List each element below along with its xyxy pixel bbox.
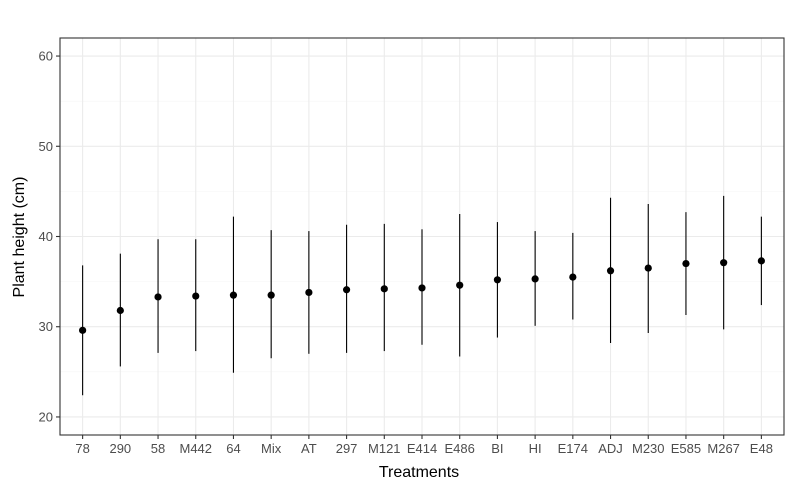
x-tick-label: 78 (75, 441, 89, 456)
data-point (305, 288, 313, 297)
x-tick-label: M267 (707, 441, 740, 456)
x-tick-label: ADJ (598, 441, 623, 456)
y-axis-title: Plant height (cm) (11, 177, 28, 298)
x-tick-label: BI (491, 441, 503, 456)
x-tick-label: E414 (407, 441, 437, 456)
x-tick-label: 58 (151, 441, 165, 456)
x-tick-label: HI (529, 441, 542, 456)
x-tick-label: 290 (109, 441, 131, 456)
data-marks (79, 195, 765, 396)
x-tick-label: E585 (671, 441, 701, 456)
x-tick-label: M230 (632, 441, 665, 456)
x-tick-label: 297 (336, 441, 358, 456)
y-tick-label: 60 (39, 49, 53, 64)
data-point (79, 326, 87, 334)
data-point (569, 273, 577, 281)
x-tick-label: E486 (445, 441, 475, 456)
data-point (644, 264, 652, 272)
x-tick-label: M121 (368, 441, 401, 456)
x-tick-label: M442 (179, 441, 212, 456)
data-point (682, 259, 690, 268)
data-point (456, 281, 464, 289)
data-point (154, 293, 162, 301)
data-point (720, 259, 728, 267)
y-tick-label: 50 (39, 139, 53, 154)
data-point (342, 286, 351, 294)
x-tick-label: E48 (750, 441, 773, 456)
x-axis: 78 290 58 M442 64 Mix AT 297 M121 E414 E486 BI HI E17… (75, 435, 773, 456)
data-point (493, 276, 502, 284)
x-axis-title: Treatments (379, 464, 459, 481)
x-tick-label: E174 (558, 441, 588, 456)
data-point (757, 257, 765, 265)
y-axis: 20 30 40 50 60 (39, 49, 60, 424)
data-point (192, 292, 200, 300)
data-point (267, 291, 275, 299)
y-tick-label: 30 (39, 319, 53, 334)
data-point (116, 306, 124, 315)
data-point (229, 291, 238, 299)
y-tick-label: 20 (39, 409, 53, 424)
data-point (531, 275, 539, 283)
x-tick-label: 64 (226, 441, 240, 456)
data-point (380, 285, 388, 293)
data-point (606, 267, 615, 275)
x-tick-label: Mix (261, 441, 282, 456)
y-tick-label: 40 (39, 229, 53, 244)
data-point (418, 284, 426, 292)
x-tick-label: AT (301, 441, 317, 456)
